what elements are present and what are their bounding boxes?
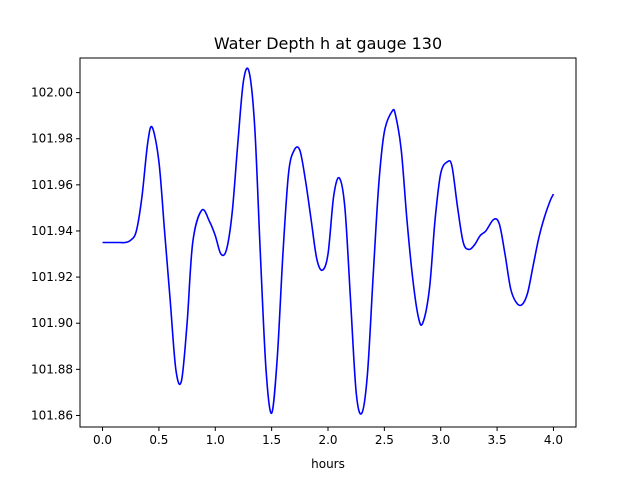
- series-line: [102, 67, 555, 415]
- x-tick-label: 1.5: [262, 433, 281, 447]
- x-tick-label: 4.0: [544, 433, 563, 447]
- x-tick-label: 1.0: [206, 433, 225, 447]
- x-tick-label: 2.5: [375, 433, 394, 447]
- x-tick-label: 2.0: [318, 433, 337, 447]
- y-tick-label: 101.88: [31, 362, 73, 376]
- y-tick-label: 102.00: [31, 86, 73, 100]
- y-tick-label: 101.90: [31, 316, 73, 330]
- y-tick-label: 101.86: [31, 408, 73, 422]
- y-tick-label: 101.98: [31, 132, 73, 146]
- chart-title: Water Depth h at gauge 130: [214, 34, 442, 53]
- y-tick-label: 101.92: [31, 270, 73, 284]
- series-layer: [102, 67, 555, 415]
- x-tick-label: 0.0: [93, 433, 112, 447]
- plot-frame: [79, 57, 577, 428]
- y-tick-label: 101.96: [31, 178, 73, 192]
- x-tick-label: 0.5: [149, 433, 168, 447]
- x-axis: 0.0 0.5 1.0 1.5 2.0 2.5 3.0 3.5 4.0: [93, 427, 563, 447]
- x-tick-label: 3.5: [488, 433, 507, 447]
- y-axis: 101.86 101.88 101.90 101.92 101.94 101.96 101.…: [31, 86, 80, 422]
- y-tick-label: 101.94: [31, 224, 73, 238]
- x-axis-label: hours: [311, 457, 345, 471]
- x-tick-label: 3.0: [431, 433, 450, 447]
